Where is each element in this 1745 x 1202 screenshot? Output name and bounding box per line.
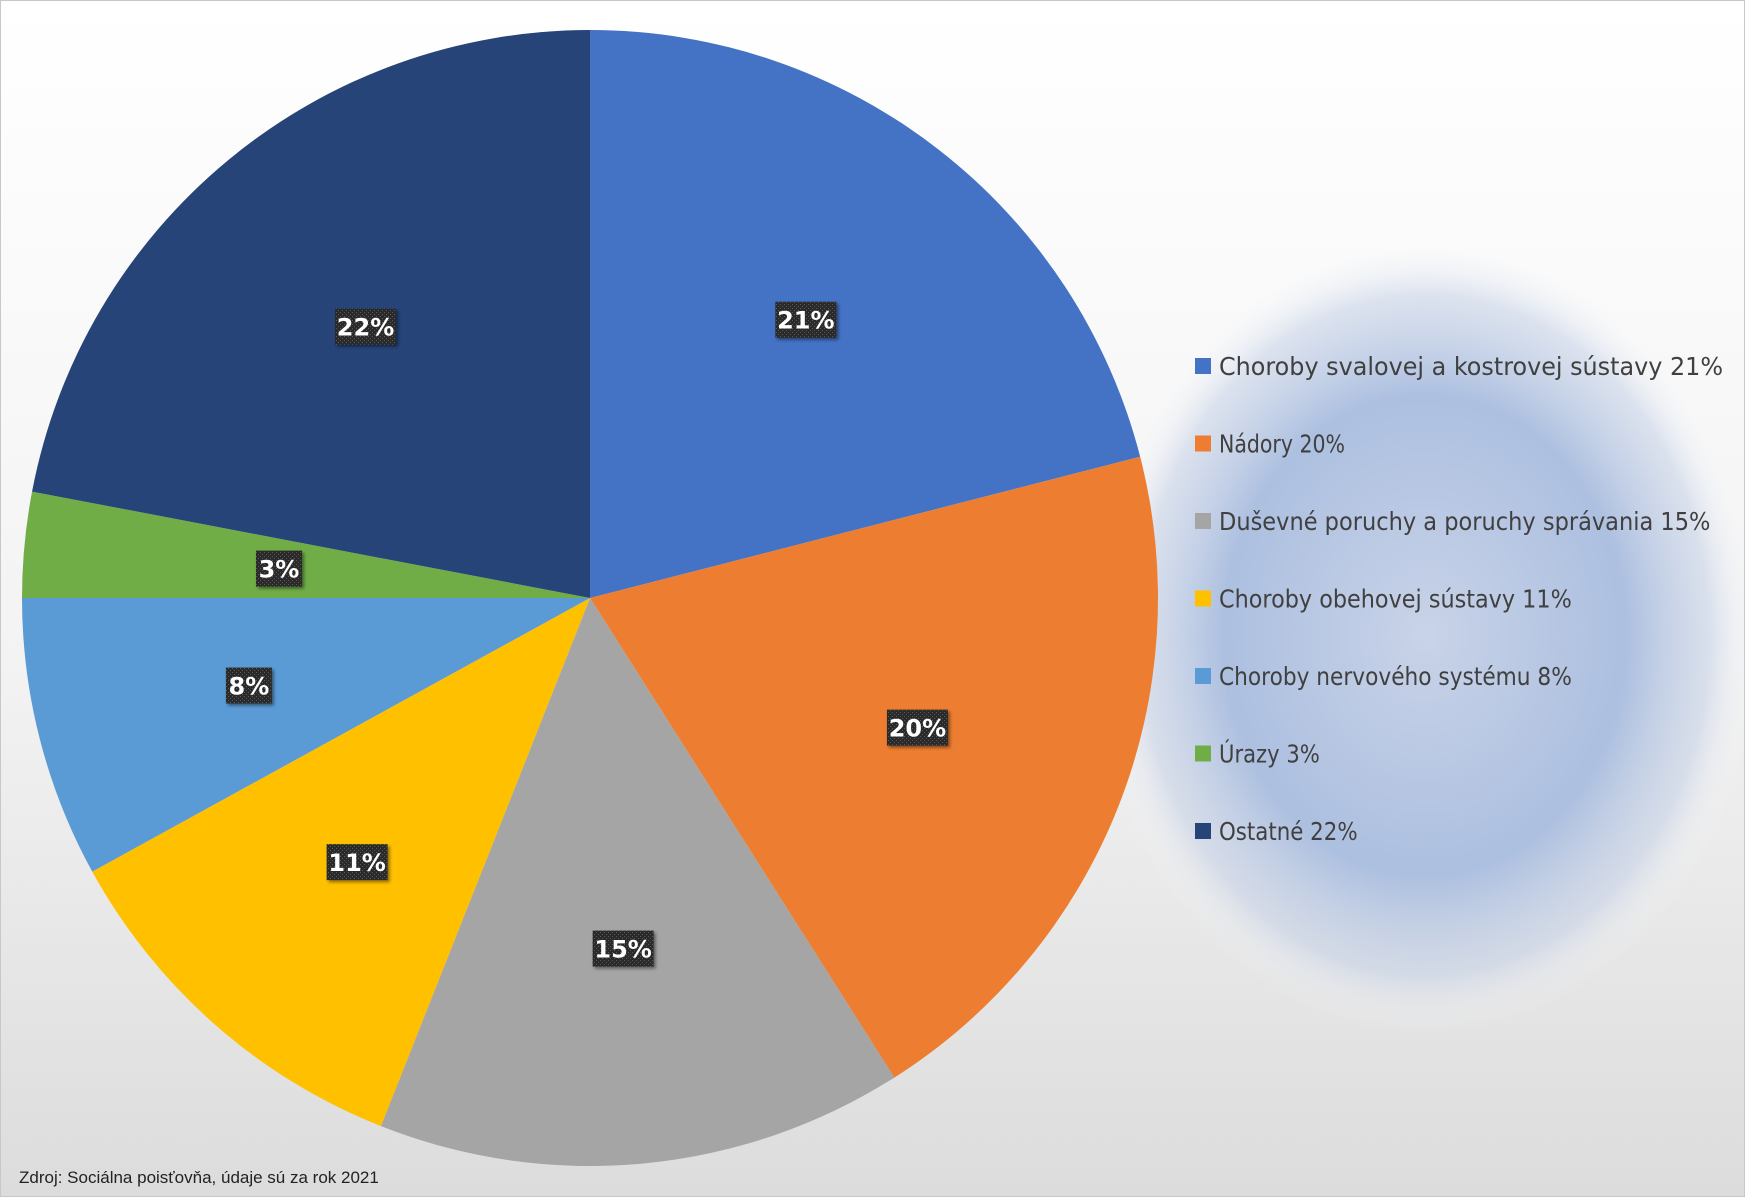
legend-label: Nádory 20% [1219, 430, 1345, 459]
legend-item-nadory: Nádory 20% [1195, 430, 1345, 459]
legend-label: Choroby nervového systému 8% [1219, 662, 1572, 691]
legend-swatch [1195, 823, 1211, 839]
legend-swatch [1195, 745, 1211, 762]
pie-slice-choroby-nervoveho-systemu [22, 598, 590, 872]
legend-item-choroby-obehovej-sustavy: Choroby obehovej sústavy 11% [1195, 585, 1572, 614]
data-label-dusevne-poruchy-a-poruchy-spravania: 15% [592, 930, 654, 967]
legend-swatch [1195, 513, 1211, 529]
data-label-text: 20% [889, 715, 946, 743]
data-label-ostatne: 22% [335, 308, 397, 345]
pie-slice-ostatne [32, 30, 590, 598]
legend-label: Duševné poruchy a poruchy správania 15% [1219, 507, 1710, 536]
legend-swatch [1195, 590, 1211, 607]
pie-slice-nadory [590, 456, 1158, 1078]
data-label-text: 22% [337, 314, 394, 342]
legend-swatch [1195, 435, 1211, 452]
data-label-choroby-obehovej-sustavy: 11% [326, 844, 388, 881]
source-note: Zdroj: Sociálna poisťovňa, údaje sú za r… [19, 1168, 379, 1187]
data-label-urazy: 3% [255, 550, 302, 587]
data-label-choroby-nervoveho-systemu: 8% [225, 667, 272, 704]
legend-label: Úrazy 3% [1219, 739, 1320, 769]
data-label-nadory: 20% [886, 709, 948, 746]
legend-item-choroby-nervoveho-systemu: Choroby nervového systému 8% [1195, 662, 1572, 691]
data-label-box [886, 709, 948, 746]
legend-glow [1090, 235, 1745, 1035]
data-label-box [225, 667, 272, 704]
data-label-box [775, 301, 837, 338]
legend-swatch [1195, 358, 1211, 374]
legend-label: Ostatné 22% [1219, 817, 1358, 846]
legend-label: Choroby obehovej sústavy 11% [1219, 585, 1572, 614]
data-label-choroby-svalovej-a-kostrovej-sustavy: 21% [775, 301, 837, 338]
data-label-text: 11% [328, 849, 385, 877]
pie-slice-dusevne-poruchy-a-poruchy-spravania [380, 598, 895, 1166]
pie-slice-urazy [22, 491, 590, 598]
legend-item-urazy: Úrazy 3% [1195, 739, 1320, 769]
legend-swatch [1195, 668, 1211, 684]
legend-item-choroby-svalovej-a-kostrovej-sustavy: Choroby svalovej a kostrovej sústavy 21% [1195, 352, 1723, 381]
legend-item-dusevne-poruchy-a-poruchy-spravania: Duševné poruchy a poruchy správania 15% [1195, 507, 1710, 536]
data-label-text: 3% [259, 556, 300, 584]
legend-item-ostatne: Ostatné 22% [1195, 817, 1358, 846]
data-label-text: 8% [229, 673, 270, 701]
data-label-box [326, 844, 388, 881]
data-label-box [255, 550, 302, 587]
data-label-box [335, 308, 397, 345]
pie-slice-choroby-svalovej-a-kostrovej-sustavy [590, 30, 1141, 598]
legend-label: Choroby svalovej a kostrovej sústavy 21% [1219, 352, 1723, 381]
data-label-text: 21% [777, 307, 834, 335]
data-label-box [592, 930, 654, 967]
data-label-text: 15% [594, 936, 651, 964]
